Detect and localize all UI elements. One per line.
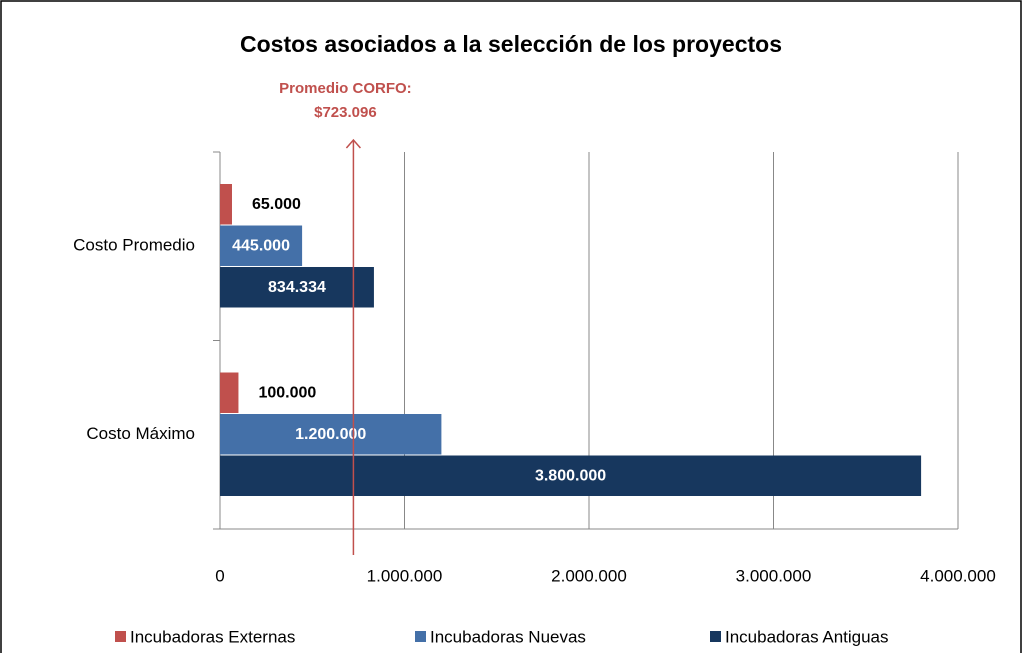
x-tick-label: 0 <box>215 566 224 585</box>
category-label: Costo Máximo <box>86 424 195 443</box>
legend-swatch <box>115 631 126 642</box>
x-tick-label: 4.000.000 <box>920 566 996 585</box>
data-label: 3.800.000 <box>535 467 606 484</box>
bar <box>220 455 922 496</box>
category-label: Costo Promedio <box>73 236 195 255</box>
data-label: 1.200.000 <box>295 426 366 443</box>
data-label: 65.000 <box>252 196 301 213</box>
legend-label: Incubadoras Nuevas <box>430 627 586 646</box>
bar <box>220 414 442 455</box>
data-label: 834.334 <box>268 279 326 296</box>
legend-label: Incubadoras Externas <box>130 627 295 646</box>
legend-swatch <box>710 631 721 642</box>
chart-title: Costos asociados a la selección de los p… <box>240 31 782 57</box>
x-tick-label: 2.000.000 <box>551 566 627 585</box>
bar <box>220 372 239 413</box>
annotation-text: $723.096 <box>314 104 377 121</box>
bar <box>220 267 374 308</box>
x-tick-label: 1.000.000 <box>367 566 443 585</box>
data-label: 445.000 <box>232 237 290 254</box>
annotation-text: Promedio CORFO: <box>279 80 412 97</box>
legend-swatch <box>415 631 426 642</box>
x-tick-label: 3.000.000 <box>736 566 812 585</box>
data-label: 100.000 <box>258 384 316 401</box>
legend-label: Incubadoras Antiguas <box>725 627 889 646</box>
reference-arrow <box>345 138 361 149</box>
bar <box>220 225 303 266</box>
bar <box>220 184 232 225</box>
